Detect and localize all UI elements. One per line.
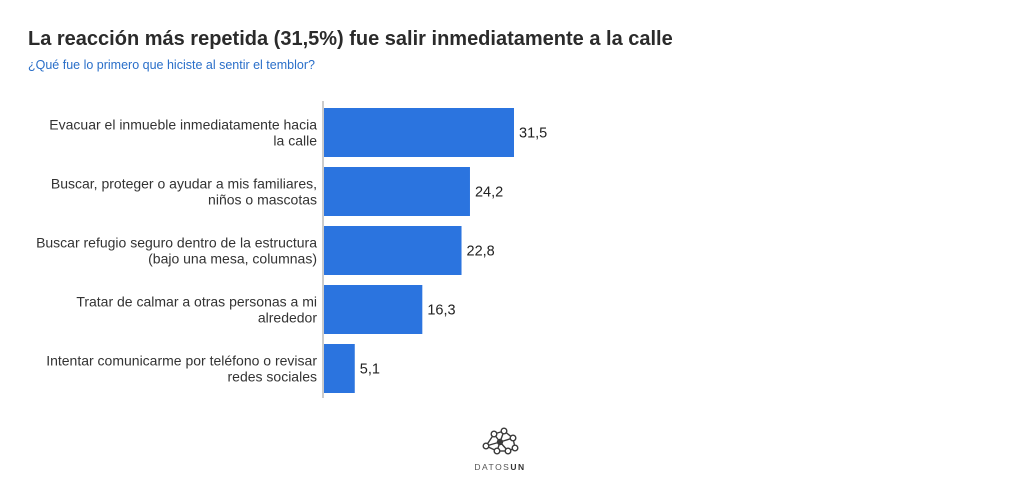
category-label-4-line-1: Tratar de calmar a otras personas a mi <box>76 294 317 310</box>
bar-4 <box>324 285 423 334</box>
network-nodes-icon <box>482 427 519 455</box>
category-label-2-line-1: Buscar, proteger o ayudar a mis familiar… <box>51 176 317 192</box>
category-label-3-line-2: (bajo una mesa, columnas) <box>148 251 317 267</box>
value-label-1: 31,5 <box>519 126 547 142</box>
category-label-5-line-2: redes sociales <box>228 369 318 385</box>
value-label-5: 5,1 <box>360 362 380 378</box>
bar-5 <box>324 344 355 393</box>
bar-3 <box>324 226 462 275</box>
bar-1 <box>324 108 514 157</box>
logo-text-un: UN <box>510 462 526 472</box>
category-label-3-line-1: Buscar refugio seguro dentro de la estru… <box>36 235 317 251</box>
category-label-1-line-2: la calle <box>273 133 317 149</box>
category-label-1-line-1: Evacuar el inmueble inmediatamente hacia <box>49 117 317 133</box>
chart-subtitle: ¿Qué fue lo primero que hiciste al senti… <box>28 58 315 72</box>
bar-chart: 31,5 Evacuar el inmueble inmediatamente h… <box>36 101 547 398</box>
category-label-5-line-1: Intentar comunicarme por teléfono o revi… <box>46 353 317 369</box>
logo-text-datos: DATOS <box>474 462 511 472</box>
datosun-logo: DATOSUN <box>468 426 532 472</box>
value-label-4: 16,3 <box>427 303 455 319</box>
chart-title: La reacción más repetida (31,5%) fue sal… <box>28 28 673 50</box>
value-label-2: 24,2 <box>475 185 503 201</box>
value-label-3: 22,8 <box>467 244 495 260</box>
category-label-4-line-2: alrededor <box>258 310 317 326</box>
category-label-2-line-2: niños o mascotas <box>208 192 317 208</box>
bar-2 <box>324 167 470 216</box>
logo-text: DATOSUN <box>468 462 532 472</box>
